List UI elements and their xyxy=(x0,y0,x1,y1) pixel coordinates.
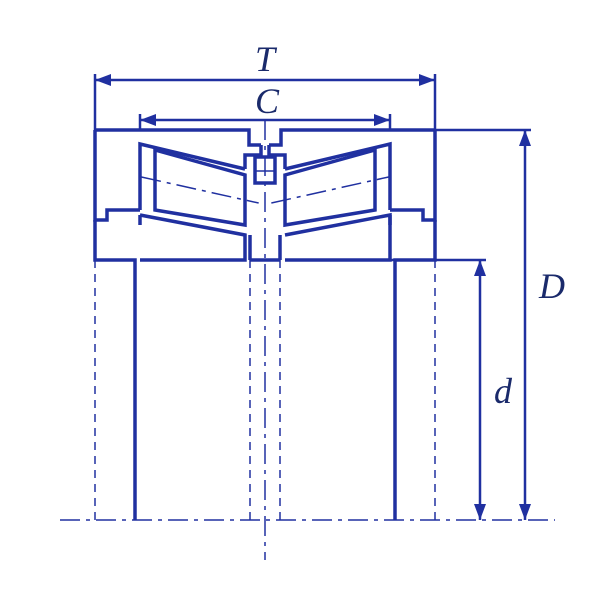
dim-label-T: T xyxy=(255,38,275,80)
dim-label-C: C xyxy=(255,80,279,122)
dim-label-d: d xyxy=(494,370,512,412)
dim-label-D: D xyxy=(539,265,565,307)
bearing-diagram xyxy=(0,0,600,600)
